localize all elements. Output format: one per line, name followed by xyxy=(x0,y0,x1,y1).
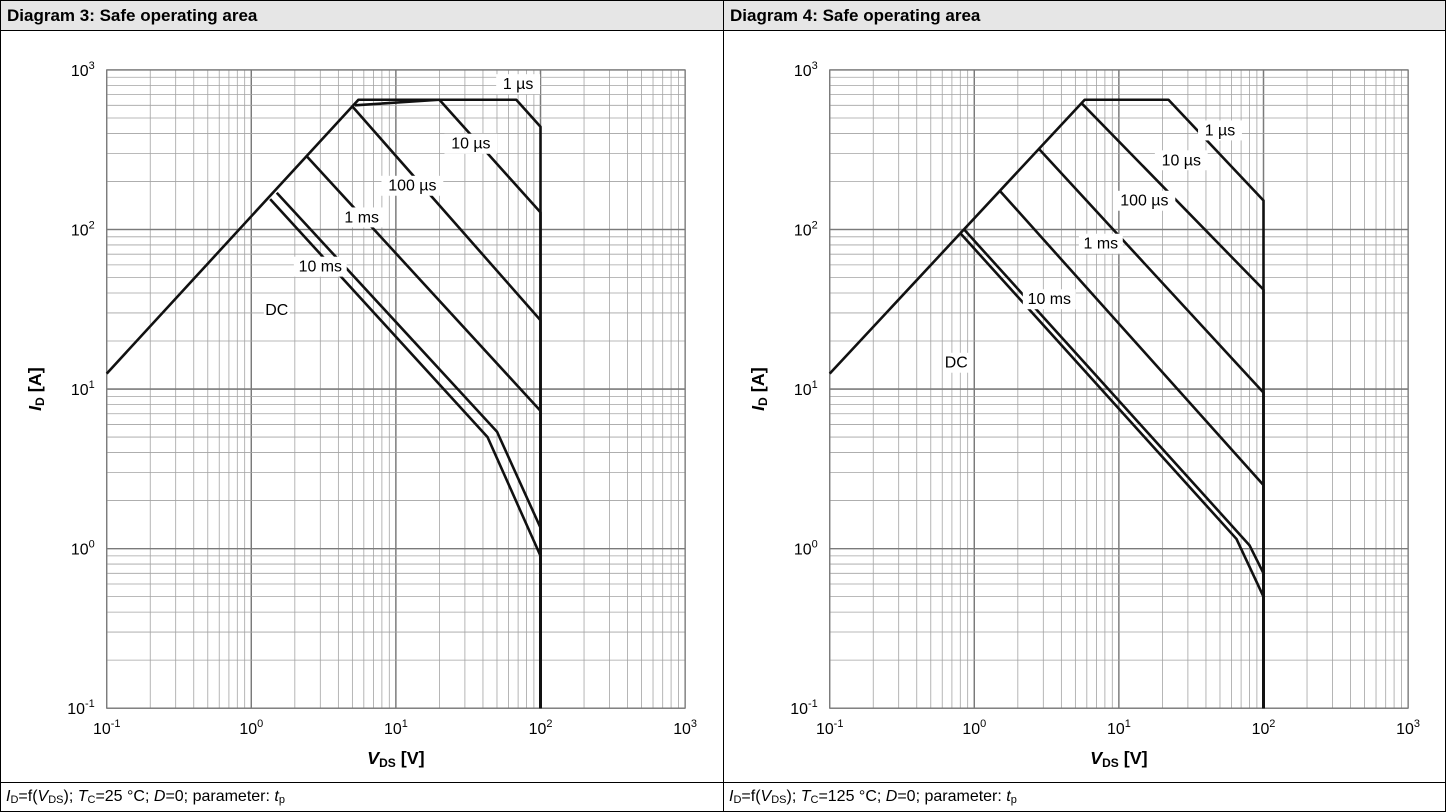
series-label: 10 µs xyxy=(451,136,490,153)
y-tick-label: 10-1 xyxy=(790,698,817,718)
x-tick-label: 101 xyxy=(1107,718,1131,738)
y-tick-label: 102 xyxy=(794,219,818,239)
series-label: 1 µs xyxy=(1205,122,1235,139)
soa-curve-100-µs xyxy=(351,105,542,709)
x-tick-label: 103 xyxy=(673,718,697,738)
x-tick-label: 10-1 xyxy=(93,718,120,738)
series-label-bg xyxy=(263,299,290,320)
x-tick-label: 103 xyxy=(1396,718,1420,738)
series-label-bg xyxy=(1078,233,1123,254)
series-label-bg xyxy=(339,207,384,228)
diagram-3-chart: 10-1 100 101 102 103 10-1 100 101 102 103 VDS [V] I… xyxy=(25,60,697,770)
diagram-3-title-bar: Diagram 3: Safe operating area xyxy=(1,1,723,31)
x-tick-label: 102 xyxy=(1252,718,1276,738)
series-label-bg xyxy=(943,352,970,373)
x-tick-label: 10-1 xyxy=(816,718,843,738)
series-label: 100 µs xyxy=(1120,193,1168,210)
diagram-4-caption-bar: ID=f(VDS); TC=125 °C; D=0; parameter: tp xyxy=(724,782,1445,811)
plot-frame xyxy=(829,69,1409,709)
diagram-4-chart: 10-1 100 101 102 103 10-1 100 101 102 103 VDS [V] I… xyxy=(748,60,1420,770)
diagram-3-title: Diagram 3: Safe operating area xyxy=(7,6,258,25)
y-axis-label: ID [A] xyxy=(25,367,47,411)
grid-lines xyxy=(106,69,686,709)
series-label: 1 ms xyxy=(344,209,379,226)
diagram-4-caption: ID=f(VDS); TC=125 °C; D=0; parameter: tp xyxy=(729,788,1017,806)
x-axis-label: VDS [V] xyxy=(367,748,424,770)
y-tick-label: 100 xyxy=(794,539,818,559)
series-label: 10 µs xyxy=(1162,152,1201,169)
series-label: 100 µs xyxy=(388,178,436,195)
soa-curve-10-ms xyxy=(963,228,1265,709)
series-label-bg xyxy=(496,74,541,95)
series-label: DC xyxy=(265,302,288,319)
grid-lines xyxy=(829,69,1409,709)
diagram-3-caption-bar: ID=f(VDS); TC=25 °C; D=0; parameter: tp xyxy=(1,782,723,811)
y-tick-label: 101 xyxy=(794,379,818,399)
soa-curve-1-ms xyxy=(305,154,542,709)
series-label: 10 ms xyxy=(299,259,342,276)
x-tick-label: 100 xyxy=(239,718,263,738)
series-label-bg xyxy=(1113,190,1176,211)
y-axis-label: ID [A] xyxy=(748,367,770,411)
series-label: 1 µs xyxy=(503,76,533,93)
y-tick-label: 100 xyxy=(71,539,95,559)
diagram-4-title-bar: Diagram 4: Safe operating area xyxy=(724,1,1445,31)
series-label-bg xyxy=(444,133,498,154)
series-label-bg xyxy=(1022,289,1076,310)
series-label-bg xyxy=(1198,120,1242,141)
y-tick-label: 102 xyxy=(71,219,95,239)
series-label: 1 ms xyxy=(1084,236,1119,253)
y-tick-label: 10-1 xyxy=(67,698,94,718)
series-label: 10 ms xyxy=(1028,291,1071,308)
soa-curve-1-µs xyxy=(828,98,1265,709)
x-tick-label: 100 xyxy=(962,718,986,738)
diagram-4-title: Diagram 4: Safe operating area xyxy=(730,6,981,25)
series-label: DC xyxy=(945,355,968,372)
diagram-3-caption: ID=f(VDS); TC=25 °C; D=0; parameter: tp xyxy=(6,788,285,806)
soa-curve-1-ms xyxy=(998,189,1265,709)
y-tick-label: 101 xyxy=(71,379,95,399)
y-tick-label: 103 xyxy=(71,60,95,80)
x-axis-label: VDS [V] xyxy=(1090,748,1147,770)
soa-curve-1-µs xyxy=(105,98,542,709)
x-tick-label: 101 xyxy=(384,718,408,738)
y-tick-label: 103 xyxy=(794,60,818,80)
plot-frame xyxy=(106,69,686,709)
diagram-4-panel: Diagram 4: Safe operating area 10-1 100 10… xyxy=(723,0,1446,812)
series-label-bg xyxy=(293,256,347,277)
soa-curve-DC xyxy=(959,232,1265,709)
series-label-bg xyxy=(381,175,444,196)
soa-curve-DC xyxy=(269,198,542,709)
series-label-bg xyxy=(1154,150,1208,171)
soa-curve-100-µs xyxy=(1037,148,1265,709)
x-tick-label: 102 xyxy=(529,718,553,738)
diagram-3-panel: Diagram 3: Safe operating area 10-1 100 10… xyxy=(0,0,724,812)
